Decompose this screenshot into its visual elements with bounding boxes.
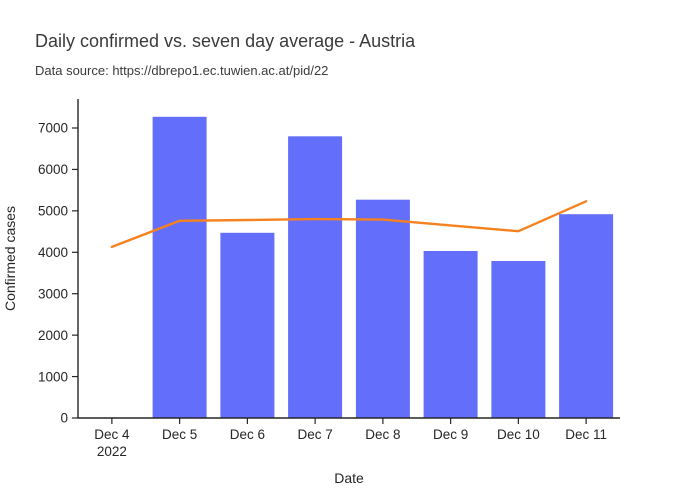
y-tick-label: 0 (60, 411, 68, 426)
bar-dec-11 (559, 214, 614, 418)
x-axis-label: Date (334, 470, 364, 486)
y-tick-label: 3000 (38, 286, 68, 301)
y-axis-label: Confirmed cases (2, 206, 18, 311)
seven-day-average-line (110, 200, 588, 249)
x-tick-label: Dec 7 (297, 427, 332, 442)
x-tick-label: Dec 10 (497, 427, 540, 442)
chart-subtitle: Data source: https://dbrepo1.ec.tuwien.a… (35, 63, 329, 78)
chart-title: Daily confirmed vs. seven day average - … (35, 31, 416, 51)
y-tick-label: 5000 (38, 204, 68, 219)
x-tick-label: Dec 4 (94, 427, 130, 442)
y-tick-label: 1000 (38, 369, 68, 384)
x-tick-label: Dec 8 (365, 427, 400, 442)
x-tick-year-sublabel: 2022 (97, 444, 127, 459)
bar-dec-8 (355, 199, 410, 418)
y-tick-label: 4000 (38, 245, 68, 260)
y-tick-label: 2000 (38, 328, 68, 343)
x-tick-label: Dec 5 (162, 427, 197, 442)
x-tick-label: Dec 11 (565, 427, 607, 442)
y-tick-label: 7000 (38, 121, 68, 136)
bar-dec-6 (220, 232, 275, 418)
x-tick-label: Dec 6 (230, 427, 265, 442)
y-tick-label: 6000 (38, 162, 68, 177)
bar-dec-7 (288, 136, 343, 419)
bar-dec-9 (423, 251, 478, 418)
bar-dec-5 (152, 116, 207, 419)
x-tick-label: Dec 9 (433, 427, 468, 442)
bar-dec-10 (491, 261, 546, 418)
